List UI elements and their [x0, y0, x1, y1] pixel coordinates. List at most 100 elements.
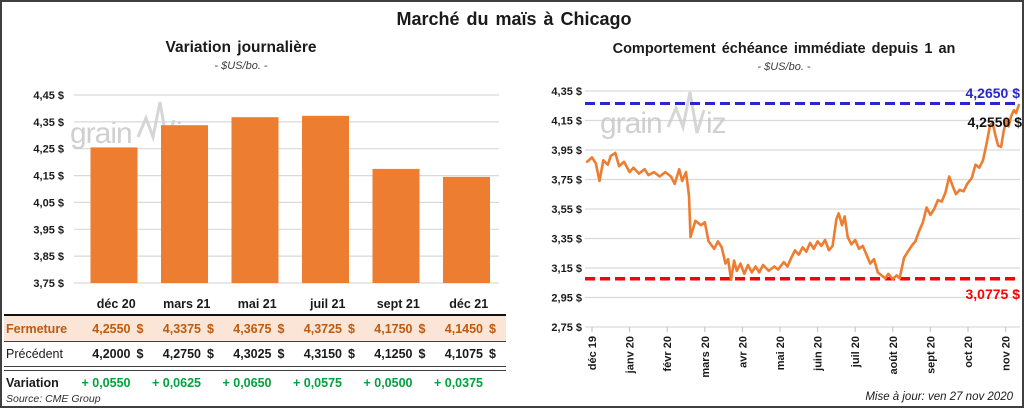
- value-unit: $: [418, 321, 426, 336]
- watermark-zigzag-icon: [666, 91, 706, 134]
- value-unit: $: [489, 321, 496, 336]
- y-axis-label: 3,55 $: [551, 204, 582, 216]
- x-axis-label: oct 20: [963, 336, 975, 368]
- column-header: déc 20: [81, 297, 152, 311]
- watermark-text: iz: [706, 107, 726, 140]
- column-header: sept 21: [363, 297, 434, 311]
- column-header: déc 21: [434, 297, 505, 311]
- x-axis-label: mai 20: [775, 336, 787, 370]
- y-axis-label: 3,95 $: [33, 224, 64, 236]
- value-unit: $: [136, 347, 144, 361]
- bar-déc 21: [443, 176, 490, 283]
- value-number: + 0,0575: [292, 375, 342, 390]
- resistance-label: 4,2650 $: [966, 85, 1021, 101]
- value-cell: 4,3725 $: [293, 322, 364, 336]
- value-unit: $: [418, 347, 426, 361]
- bar-mai 21: [231, 117, 279, 283]
- left-chart-title: Variation journalière: [165, 39, 317, 56]
- y-axis-label: 3,15 $: [551, 263, 582, 275]
- y-axis-label: 3,75 $: [33, 278, 64, 290]
- right-chart-subtitle: - $US/bo. -: [757, 61, 811, 73]
- value-cell: 4,2750 $: [152, 347, 223, 361]
- bar-déc 20: [90, 147, 138, 283]
- value-cell: + 0,0650: [222, 376, 293, 390]
- x-axis-label: août 20: [888, 336, 900, 375]
- value-unit: $: [348, 347, 355, 361]
- watermark-text: grain: [70, 117, 132, 150]
- value-cell: 4,1450 $: [434, 322, 505, 336]
- value-cell: 4,3375 $: [152, 322, 223, 336]
- value-number: 4,3675: [233, 321, 272, 336]
- value-number: 4,2550: [92, 321, 131, 336]
- column-header: mai 21: [222, 297, 293, 311]
- row-label: Précédent: [6, 347, 63, 361]
- value-cell: 4,2550 $: [81, 322, 152, 336]
- value-cell: 4,2000 $: [81, 347, 152, 361]
- table-row-précédent: Précédent 4,2000 $4,2750 $4,3025 $4,3150 $4,1…: [4, 342, 506, 366]
- x-axis-label: sept 20: [925, 336, 937, 374]
- grainwiz-watermark: grain iz: [600, 91, 727, 140]
- value-cell: + 0,0375: [434, 376, 505, 390]
- value-number: 4,2000: [92, 347, 131, 361]
- value-unit: $: [277, 347, 285, 361]
- value-cell: + 0,0625: [152, 376, 223, 390]
- value-cell: + 0,0575: [293, 376, 364, 390]
- y-axis-label: 3,75 $: [551, 175, 582, 187]
- y-axis-label: 4,45 $: [33, 90, 64, 102]
- value-unit: $: [277, 321, 285, 336]
- source-note: Source: CME Group: [6, 393, 101, 405]
- update-note: Mise à jour: ven 27 nov 2020: [865, 391, 1013, 403]
- value-number: + 0,0500: [363, 375, 413, 390]
- value-number: 4,3375: [162, 321, 201, 336]
- y-axis-label: 4,15 $: [551, 116, 582, 128]
- row-separator: [4, 341, 506, 342]
- column-header: mars 21: [152, 297, 223, 311]
- right-chart-title: Comportement échéance immédiate depuis 1…: [612, 41, 956, 57]
- y-axis-label: 3,95 $: [551, 145, 582, 157]
- last-price-label: 4,2550 $: [968, 114, 1023, 130]
- value-unit: $: [489, 347, 496, 361]
- value-unit: $: [207, 347, 214, 361]
- row-label: Variation: [6, 375, 59, 390]
- value-cell: + 0,0500: [363, 376, 434, 390]
- column-header-label: sept 21: [376, 296, 420, 311]
- column-header-label: déc 21: [449, 296, 489, 311]
- y-axis-label: 2,95 $: [551, 293, 582, 305]
- y-axis-label: 4,15 $: [33, 171, 64, 183]
- support-label: 3,0775 $: [966, 286, 1021, 302]
- value-number: 4,1450: [444, 321, 483, 336]
- watermark-text: grain: [600, 107, 662, 140]
- bar-mars 21: [161, 125, 208, 283]
- bar-juil 21: [302, 115, 349, 283]
- value-cell: 4,1250 $: [363, 347, 434, 361]
- value-number: 4,3150: [303, 347, 342, 361]
- value-unit: $: [348, 321, 355, 336]
- value-number: + 0,0650: [222, 375, 272, 390]
- y-axis-label: 3,85 $: [33, 251, 64, 263]
- value-unit: $: [207, 321, 214, 336]
- value-number: + 0,0625: [151, 375, 201, 390]
- x-axis-label: juin 20: [813, 336, 825, 372]
- y-axis-label: 4,35 $: [551, 86, 582, 98]
- line-chart: 4,35 $ 4,15 $ 3,95 $ 3,75 $ 3,55 $ 3,35 $ 3,15…: [551, 85, 1023, 378]
- column-header-label: juil 21: [310, 296, 346, 311]
- value-number: 4,3725: [303, 321, 342, 336]
- x-axis-label: nov 20: [1001, 336, 1013, 371]
- value-number: 4,1075: [444, 347, 483, 361]
- left-chart-subtitle: - $US/bo. -: [214, 60, 268, 72]
- column-header-label: déc 20: [96, 296, 136, 311]
- value-cell: 4,1750 $: [363, 322, 434, 336]
- table-row-fermeture: Fermeture 4,2550 $4,3375 $4,3675 $4,3725 $4,1…: [4, 316, 506, 341]
- value-cell: 4,3675 $: [222, 322, 293, 336]
- table-row-variation: Variation + 0,0550 + 0,0625 + 0,0650 + 0,057…: [4, 371, 506, 394]
- y-axis-label: 4,25 $: [33, 144, 64, 156]
- value-cell: 4,3150 $: [293, 347, 364, 361]
- y-axis-label: 4,05 $: [33, 197, 64, 209]
- value-number: 4,1250: [374, 347, 413, 361]
- value-number: + 0,0550: [81, 375, 131, 390]
- value-number: 4,2750: [162, 347, 201, 361]
- column-header: juil 21: [293, 297, 364, 311]
- double-separator: [4, 366, 506, 371]
- x-axis-label: déc 19: [587, 336, 599, 370]
